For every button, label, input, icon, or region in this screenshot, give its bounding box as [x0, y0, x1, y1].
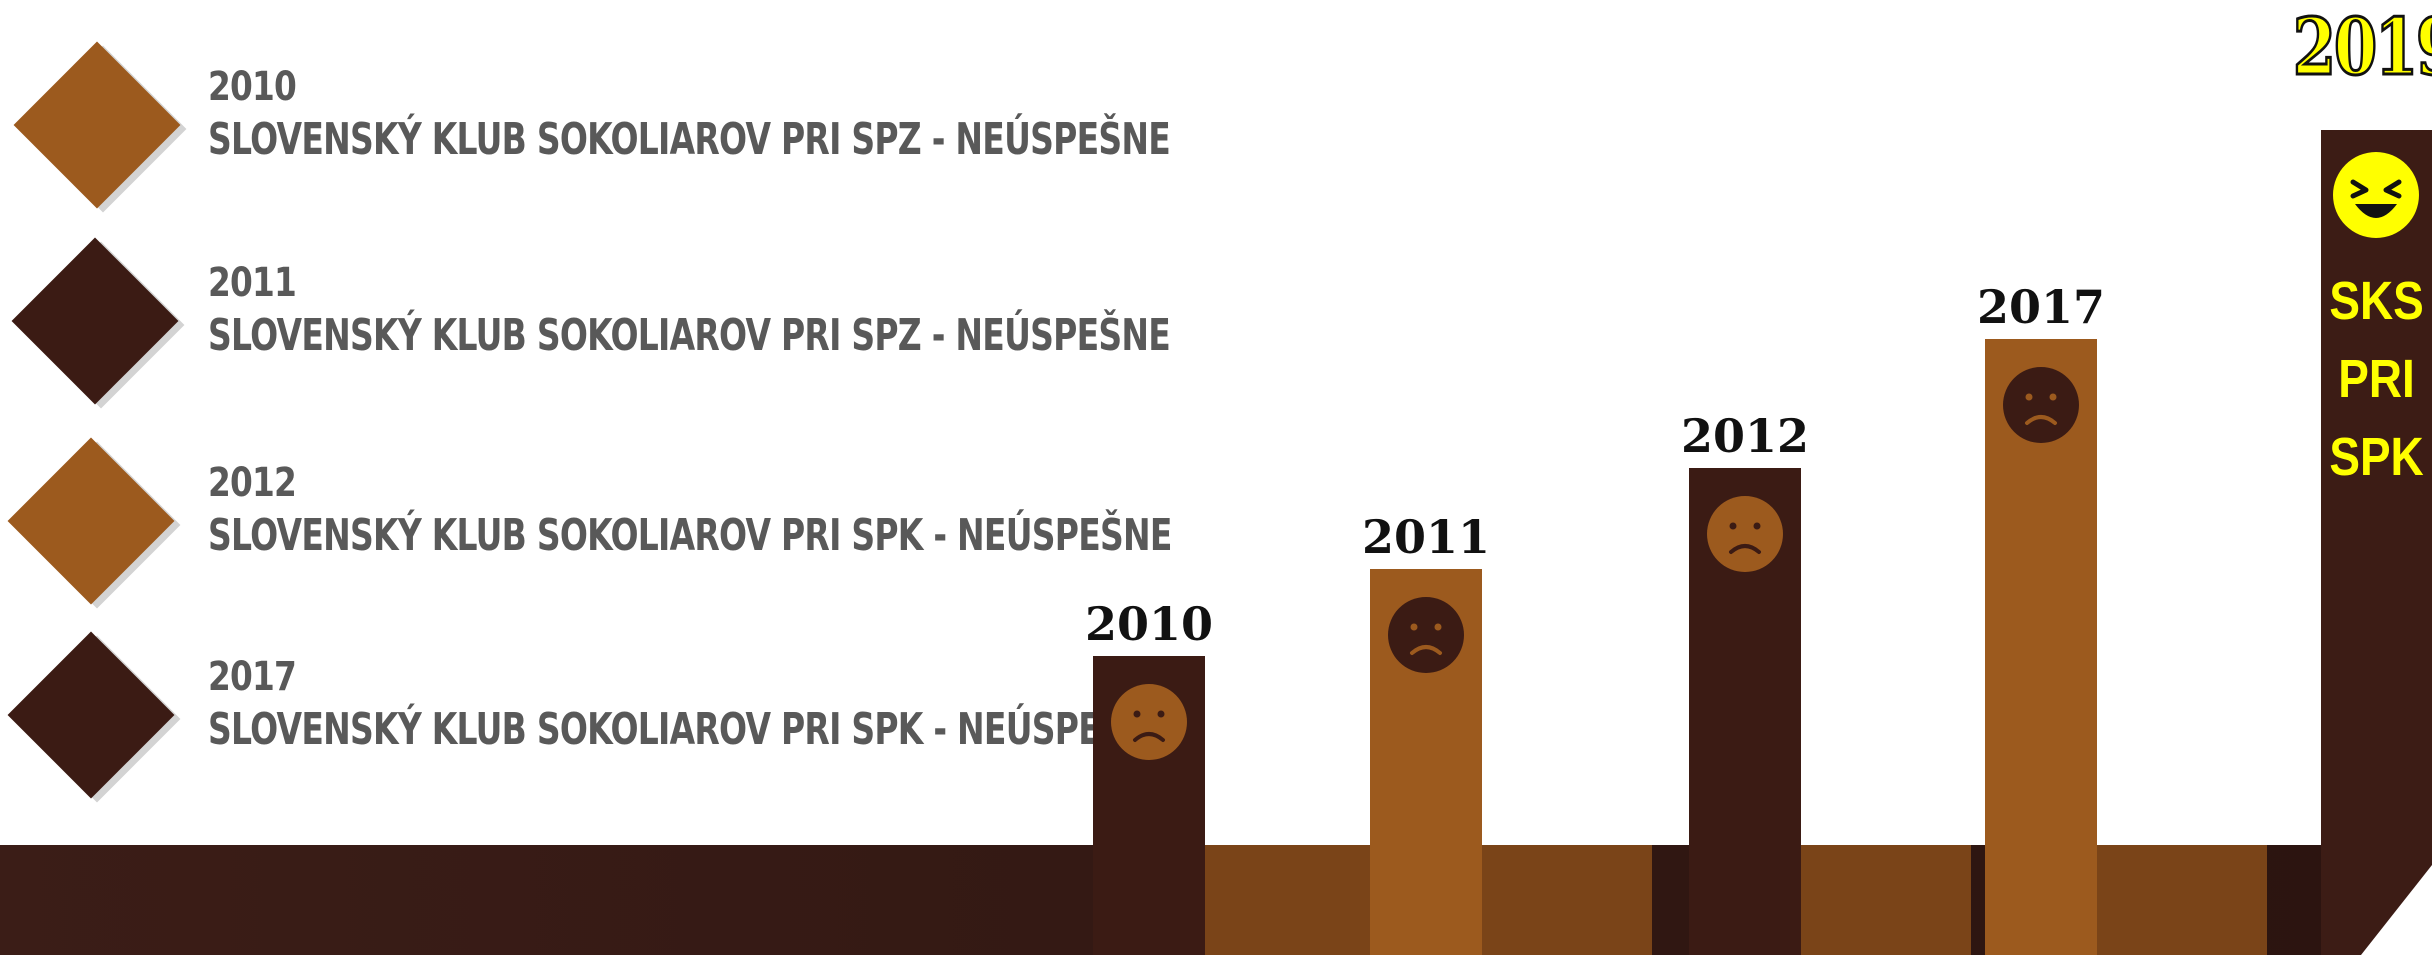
banner-word-2: PRI — [2338, 349, 2415, 409]
bar-group: 2017 — [1977, 280, 2267, 955]
legend-item: 2011 SLOVENSKÝ KLUB SOKOLIAROV PRI SPZ - … — [0, 237, 1171, 418]
sad-face-eye — [1434, 623, 1442, 631]
legend-text: SLOVENSKÝ KLUB SOKOLIAROV PRI SPK - NEÚS… — [208, 510, 1172, 561]
legend-year: 2017 — [208, 654, 297, 700]
sad-face-icon — [1707, 496, 1783, 572]
bar-label: 2012 — [1681, 409, 1809, 463]
sad-face-eye — [1753, 522, 1761, 530]
banner-word-3: SPK — [2329, 427, 2424, 487]
sad-face-eye — [2049, 393, 2057, 401]
sad-face-mouth — [1729, 544, 1761, 554]
laughing-face-icon — [2333, 152, 2419, 238]
legend-year: 2012 — [208, 460, 297, 506]
legend-text: SLOVENSKÝ KLUB SOKOLIAROV PRI SPZ - NEÚS… — [208, 310, 1171, 361]
legend-text: SLOVENSKÝ KLUB SOKOLIAROV PRI SPZ - NEÚS… — [208, 114, 1171, 165]
bar-group: 2012 — [1681, 409, 1971, 955]
sad-face-eye — [1729, 522, 1737, 530]
sad-face-eye — [2025, 393, 2033, 401]
sad-face-icon — [1388, 597, 1464, 673]
legend-text: SLOVENSKÝ KLUB SOKOLIAROV PRI SPK - NEÚS… — [208, 704, 1172, 755]
bar-group: 2011 — [1362, 510, 1652, 955]
sad-face-mouth — [1410, 645, 1442, 655]
sad-face-eye — [1157, 710, 1165, 718]
bar-group: 2010 — [1085, 597, 1375, 955]
legend-item: 2010 SLOVENSKÝ KLUB SOKOLIAROV PRI SPZ - … — [0, 41, 1171, 222]
bar-label: 2010 — [1085, 597, 1213, 651]
legend-year: 2011 — [208, 260, 297, 306]
sad-face-mouth — [2025, 415, 2057, 425]
sad-face-icon — [2003, 367, 2079, 443]
sad-face-icon — [1111, 684, 1187, 760]
sad-face-eye — [1133, 710, 1141, 718]
legend-item: 2012 SLOVENSKÝ KLUB SOKOLIAROV PRI SPK - … — [0, 437, 1172, 618]
bars-layer: 2010 2011 2012 2017 — [1085, 280, 2267, 955]
sad-face-mouth — [1133, 732, 1165, 742]
banner: SKS PRI SPK — [2321, 130, 2432, 955]
banner-word-1: SKS — [2329, 271, 2424, 331]
banner-corner — [2361, 865, 2432, 955]
legend-year: 2010 — [208, 64, 297, 110]
legend-item: 2017 SLOVENSKÝ KLUB SOKOLIAROV PRI SPK - … — [0, 631, 1172, 812]
sad-face-eye — [1410, 623, 1418, 631]
bar-label: 2011 — [1362, 510, 1490, 564]
bar-label: 2017 — [1977, 280, 2105, 334]
banner-year: 2019 — [2292, 1, 2432, 95]
